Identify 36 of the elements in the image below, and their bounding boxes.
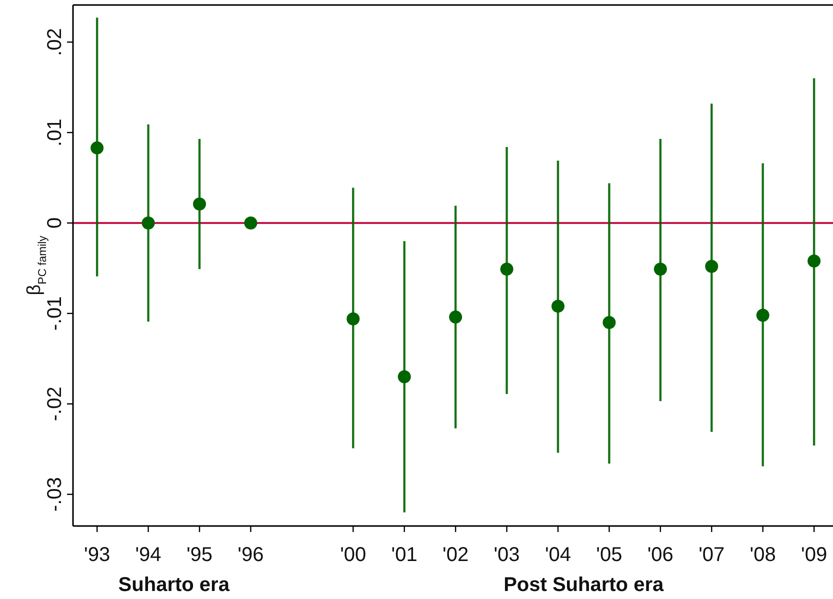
point <box>654 262 667 276</box>
y-tick-label: .02 <box>44 28 66 56</box>
point <box>192 197 206 210</box>
y-tick-label: -.03 <box>44 477 66 512</box>
y-tick-label: -.02 <box>44 386 66 422</box>
x-tick-label: '08 <box>750 544 776 566</box>
x-tick-label: '04 <box>544 544 572 566</box>
point <box>602 316 616 329</box>
x-tick-label: '96 <box>238 544 264 566</box>
x-tick-label: '05 <box>596 544 622 566</box>
point <box>142 216 155 230</box>
x-tick-label: '93 <box>84 544 110 566</box>
x-tick-label: '95 <box>186 544 213 566</box>
x-tick-label: '94 <box>135 544 162 566</box>
x-tick-label: '09 <box>801 544 828 566</box>
text: Suharto era <box>118 574 230 596</box>
point <box>808 254 821 268</box>
x-tick-label: '03 <box>494 544 520 566</box>
point <box>705 260 718 273</box>
y-tick-label: -.01 <box>44 296 66 331</box>
point <box>756 308 770 322</box>
x-tick-label: '00 <box>340 544 366 566</box>
point <box>90 141 104 154</box>
point <box>449 310 462 324</box>
text: Post Suharto era <box>504 574 664 596</box>
x-tick-label: '06 <box>647 544 674 566</box>
y-tick-label: .01 <box>44 118 66 146</box>
point <box>244 216 258 230</box>
point <box>551 300 564 313</box>
point <box>398 370 411 384</box>
x-tick-label: '01 <box>391 544 418 566</box>
x-tick-label: '07 <box>698 544 725 566</box>
point <box>346 312 360 326</box>
point <box>500 262 514 276</box>
y-tick-label: 0 <box>44 217 66 229</box>
x-tick-label: '02 <box>442 544 469 566</box>
